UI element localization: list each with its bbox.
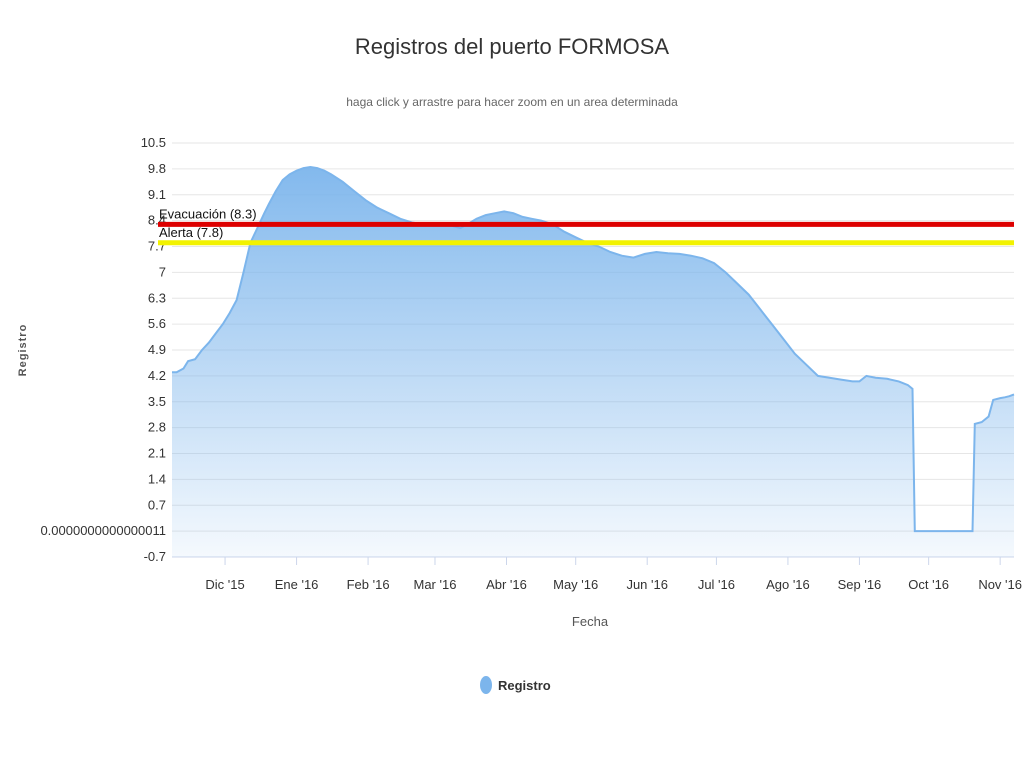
plot-line-label: Evacuación (8.3) bbox=[159, 206, 257, 221]
y-tick-label: 0.7 bbox=[148, 497, 166, 512]
y-tick-label: 4.2 bbox=[148, 368, 166, 383]
y-axis-title: Registro bbox=[17, 324, 29, 377]
x-axis-ticks: Dic '15 Ene '16 Feb '16 Mar '16 Abr '16 May '… bbox=[172, 556, 1022, 592]
x-tick-label: Sep '16 bbox=[838, 577, 882, 592]
x-tick-label: Ago '16 bbox=[766, 577, 810, 592]
y-tick-label: 10.5 bbox=[141, 135, 166, 150]
chart-subtitle: haga click y arrastre para hacer zoom en… bbox=[346, 95, 678, 109]
y-tick-label: 3.5 bbox=[148, 394, 166, 409]
legend[interactable]: Registro bbox=[480, 676, 551, 694]
x-tick-label: Dic '15 bbox=[205, 577, 244, 592]
plot-lines: Evacuación (8.3) Alerta (7.8) bbox=[158, 206, 1014, 246]
series-area-registro[interactable] bbox=[172, 167, 1014, 557]
y-tick-label: 1.4 bbox=[148, 471, 166, 486]
x-tick-label: Jul '16 bbox=[698, 577, 735, 592]
y-tick-label: 4.9 bbox=[148, 342, 166, 357]
x-tick-label: Oct '16 bbox=[908, 577, 949, 592]
y-tick-label: 2.8 bbox=[148, 420, 166, 435]
y-tick-label: 0.0000000000000011 bbox=[40, 523, 166, 538]
y-axis-ticks: 10.59.89.18.47.776.35.64.94.23.52.82.11.… bbox=[40, 135, 166, 564]
chart-title: Registros del puerto FORMOSA bbox=[355, 34, 670, 59]
y-tick-label: 2.1 bbox=[148, 446, 166, 461]
x-tick-label: Abr '16 bbox=[486, 577, 527, 592]
x-tick-label: Ene '16 bbox=[275, 577, 319, 592]
y-tick-label: 9.8 bbox=[148, 161, 166, 176]
y-tick-label: 5.6 bbox=[148, 316, 166, 331]
x-tick-label: Nov '16 bbox=[978, 577, 1022, 592]
y-tick-label: 7 bbox=[159, 264, 166, 279]
plot-line-label: Alerta (7.8) bbox=[159, 225, 223, 240]
x-tick-label: Feb '16 bbox=[347, 577, 390, 592]
x-axis-title: Fecha bbox=[572, 614, 609, 629]
legend-label-registro[interactable]: Registro bbox=[498, 678, 551, 693]
y-tick-label: 6.3 bbox=[148, 290, 166, 305]
legend-marker-registro[interactable] bbox=[480, 676, 492, 694]
x-tick-label: Jun '16 bbox=[626, 577, 668, 592]
y-tick-label: -0.7 bbox=[144, 549, 166, 564]
y-tick-label: 9.1 bbox=[148, 187, 166, 202]
x-tick-label: May '16 bbox=[553, 577, 598, 592]
x-tick-label: Mar '16 bbox=[414, 577, 457, 592]
